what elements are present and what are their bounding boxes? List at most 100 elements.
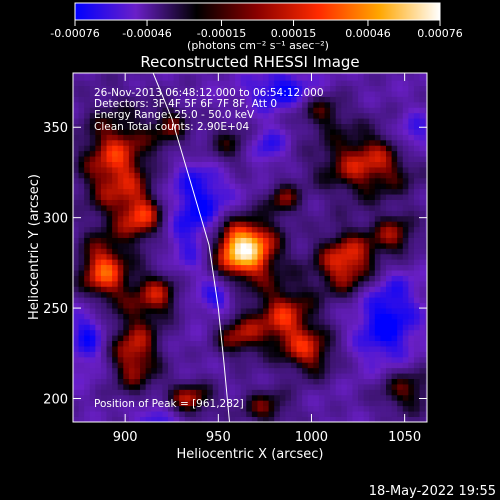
heatmap-cell <box>402 161 409 168</box>
heatmap-cell <box>123 167 130 173</box>
heatmap-cell <box>341 297 348 304</box>
heatmap-cell <box>179 183 186 190</box>
heatmap-cell <box>145 253 152 260</box>
heatmap-cell <box>296 378 303 385</box>
heatmap-cell <box>78 205 85 211</box>
heatmap-cell <box>324 324 331 331</box>
heatmap-cell <box>313 280 320 287</box>
heatmap-cell <box>257 373 264 379</box>
heatmap-cell <box>330 85 337 92</box>
heatmap-cell <box>341 80 348 87</box>
heatmap-cell <box>246 91 253 97</box>
heatmap-cell <box>201 308 208 314</box>
heatmap-cell <box>268 188 275 195</box>
heatmap-cell <box>369 394 376 401</box>
heatmap-cell <box>168 107 175 114</box>
heatmap-cell <box>162 329 169 336</box>
heatmap-cell <box>358 373 365 379</box>
heatmap-cell <box>240 340 247 347</box>
heatmap-cell <box>369 215 376 222</box>
heatmap-cell <box>263 356 270 363</box>
heatmap-cell <box>84 367 91 374</box>
heatmap-cell <box>352 367 359 374</box>
heatmap-cell <box>145 394 152 401</box>
heatmap-cell <box>195 74 202 81</box>
heatmap-cell <box>246 313 253 320</box>
heatmap-cell <box>240 210 247 217</box>
heatmap-cell <box>190 210 197 217</box>
heatmap-cell <box>123 172 130 179</box>
heatmap-cell <box>263 416 270 422</box>
heatmap-cell <box>128 226 135 233</box>
heatmap-cell <box>218 351 225 358</box>
heatmap-cell <box>341 188 348 195</box>
heatmap-cell <box>346 199 353 206</box>
heatmap-cell <box>324 280 331 287</box>
heatmap-cell <box>218 188 225 195</box>
heatmap-cell <box>391 367 398 374</box>
heatmap-cell <box>318 134 325 141</box>
heatmap-cell <box>380 253 387 260</box>
heatmap-cell <box>346 123 353 130</box>
heatmap-cell <box>419 134 426 141</box>
heatmap-cell <box>140 129 147 135</box>
heatmap-cell <box>419 85 426 92</box>
heatmap-cell <box>251 188 258 195</box>
heatmap-cell <box>268 346 275 352</box>
heatmap-cell <box>386 248 392 255</box>
heatmap-cell <box>212 335 219 342</box>
heatmap-cell <box>195 226 202 233</box>
heatmap-cell <box>279 302 286 309</box>
heatmap-cell <box>374 302 381 309</box>
heatmap-cell <box>274 373 281 379</box>
heatmap-cell <box>397 351 404 358</box>
heatmap-cell <box>346 134 353 141</box>
heatmap-cell <box>335 329 342 336</box>
heatmap-cell <box>263 297 270 304</box>
heatmap-cell <box>324 270 331 276</box>
heatmap-cell <box>296 384 303 390</box>
heatmap-cell <box>112 308 119 314</box>
heatmap-cell <box>78 242 85 249</box>
heatmap-cell <box>341 199 348 206</box>
heatmap-cell <box>324 74 331 81</box>
heatmap-cell <box>173 264 180 271</box>
heatmap-cell <box>279 210 286 217</box>
heatmap-cell <box>140 308 147 314</box>
heatmap-cell <box>346 286 353 293</box>
heatmap-cell <box>151 405 158 412</box>
heatmap-cell <box>285 356 292 363</box>
heatmap-cell <box>413 259 420 266</box>
heatmap-cell <box>223 302 230 309</box>
heatmap-cell <box>335 74 342 81</box>
heatmap-cell <box>89 302 96 309</box>
heatmap-cell <box>223 351 230 358</box>
heatmap-cell <box>369 264 376 271</box>
heatmap-cell <box>212 74 219 81</box>
heatmap-cell <box>84 161 91 168</box>
heatmap-cell <box>408 411 415 417</box>
heatmap-cell <box>95 253 102 260</box>
heatmap-cell <box>212 145 219 152</box>
heatmap-cell <box>112 91 119 97</box>
heatmap-cell <box>229 378 236 385</box>
heatmap-cell <box>257 134 264 141</box>
heatmap-cell <box>302 156 309 162</box>
heatmap-cell <box>391 145 398 152</box>
heatmap-cell <box>374 101 381 108</box>
heatmap-cell <box>162 389 169 396</box>
heatmap-cell <box>425 199 427 206</box>
heatmap-cell <box>235 291 242 298</box>
heatmap-cell <box>302 205 309 211</box>
heatmap-cell <box>140 118 147 125</box>
heatmap-cell <box>413 394 420 401</box>
heatmap-cell <box>346 264 353 271</box>
heatmap-cell <box>207 232 214 238</box>
heatmap-cell <box>78 226 85 233</box>
heatmap-cell <box>100 139 107 146</box>
heatmap-cell <box>212 205 219 211</box>
heatmap-cell <box>307 107 314 114</box>
heatmap-cell <box>402 367 409 374</box>
heatmap-cell <box>268 80 275 87</box>
heatmap-cell <box>246 96 253 103</box>
